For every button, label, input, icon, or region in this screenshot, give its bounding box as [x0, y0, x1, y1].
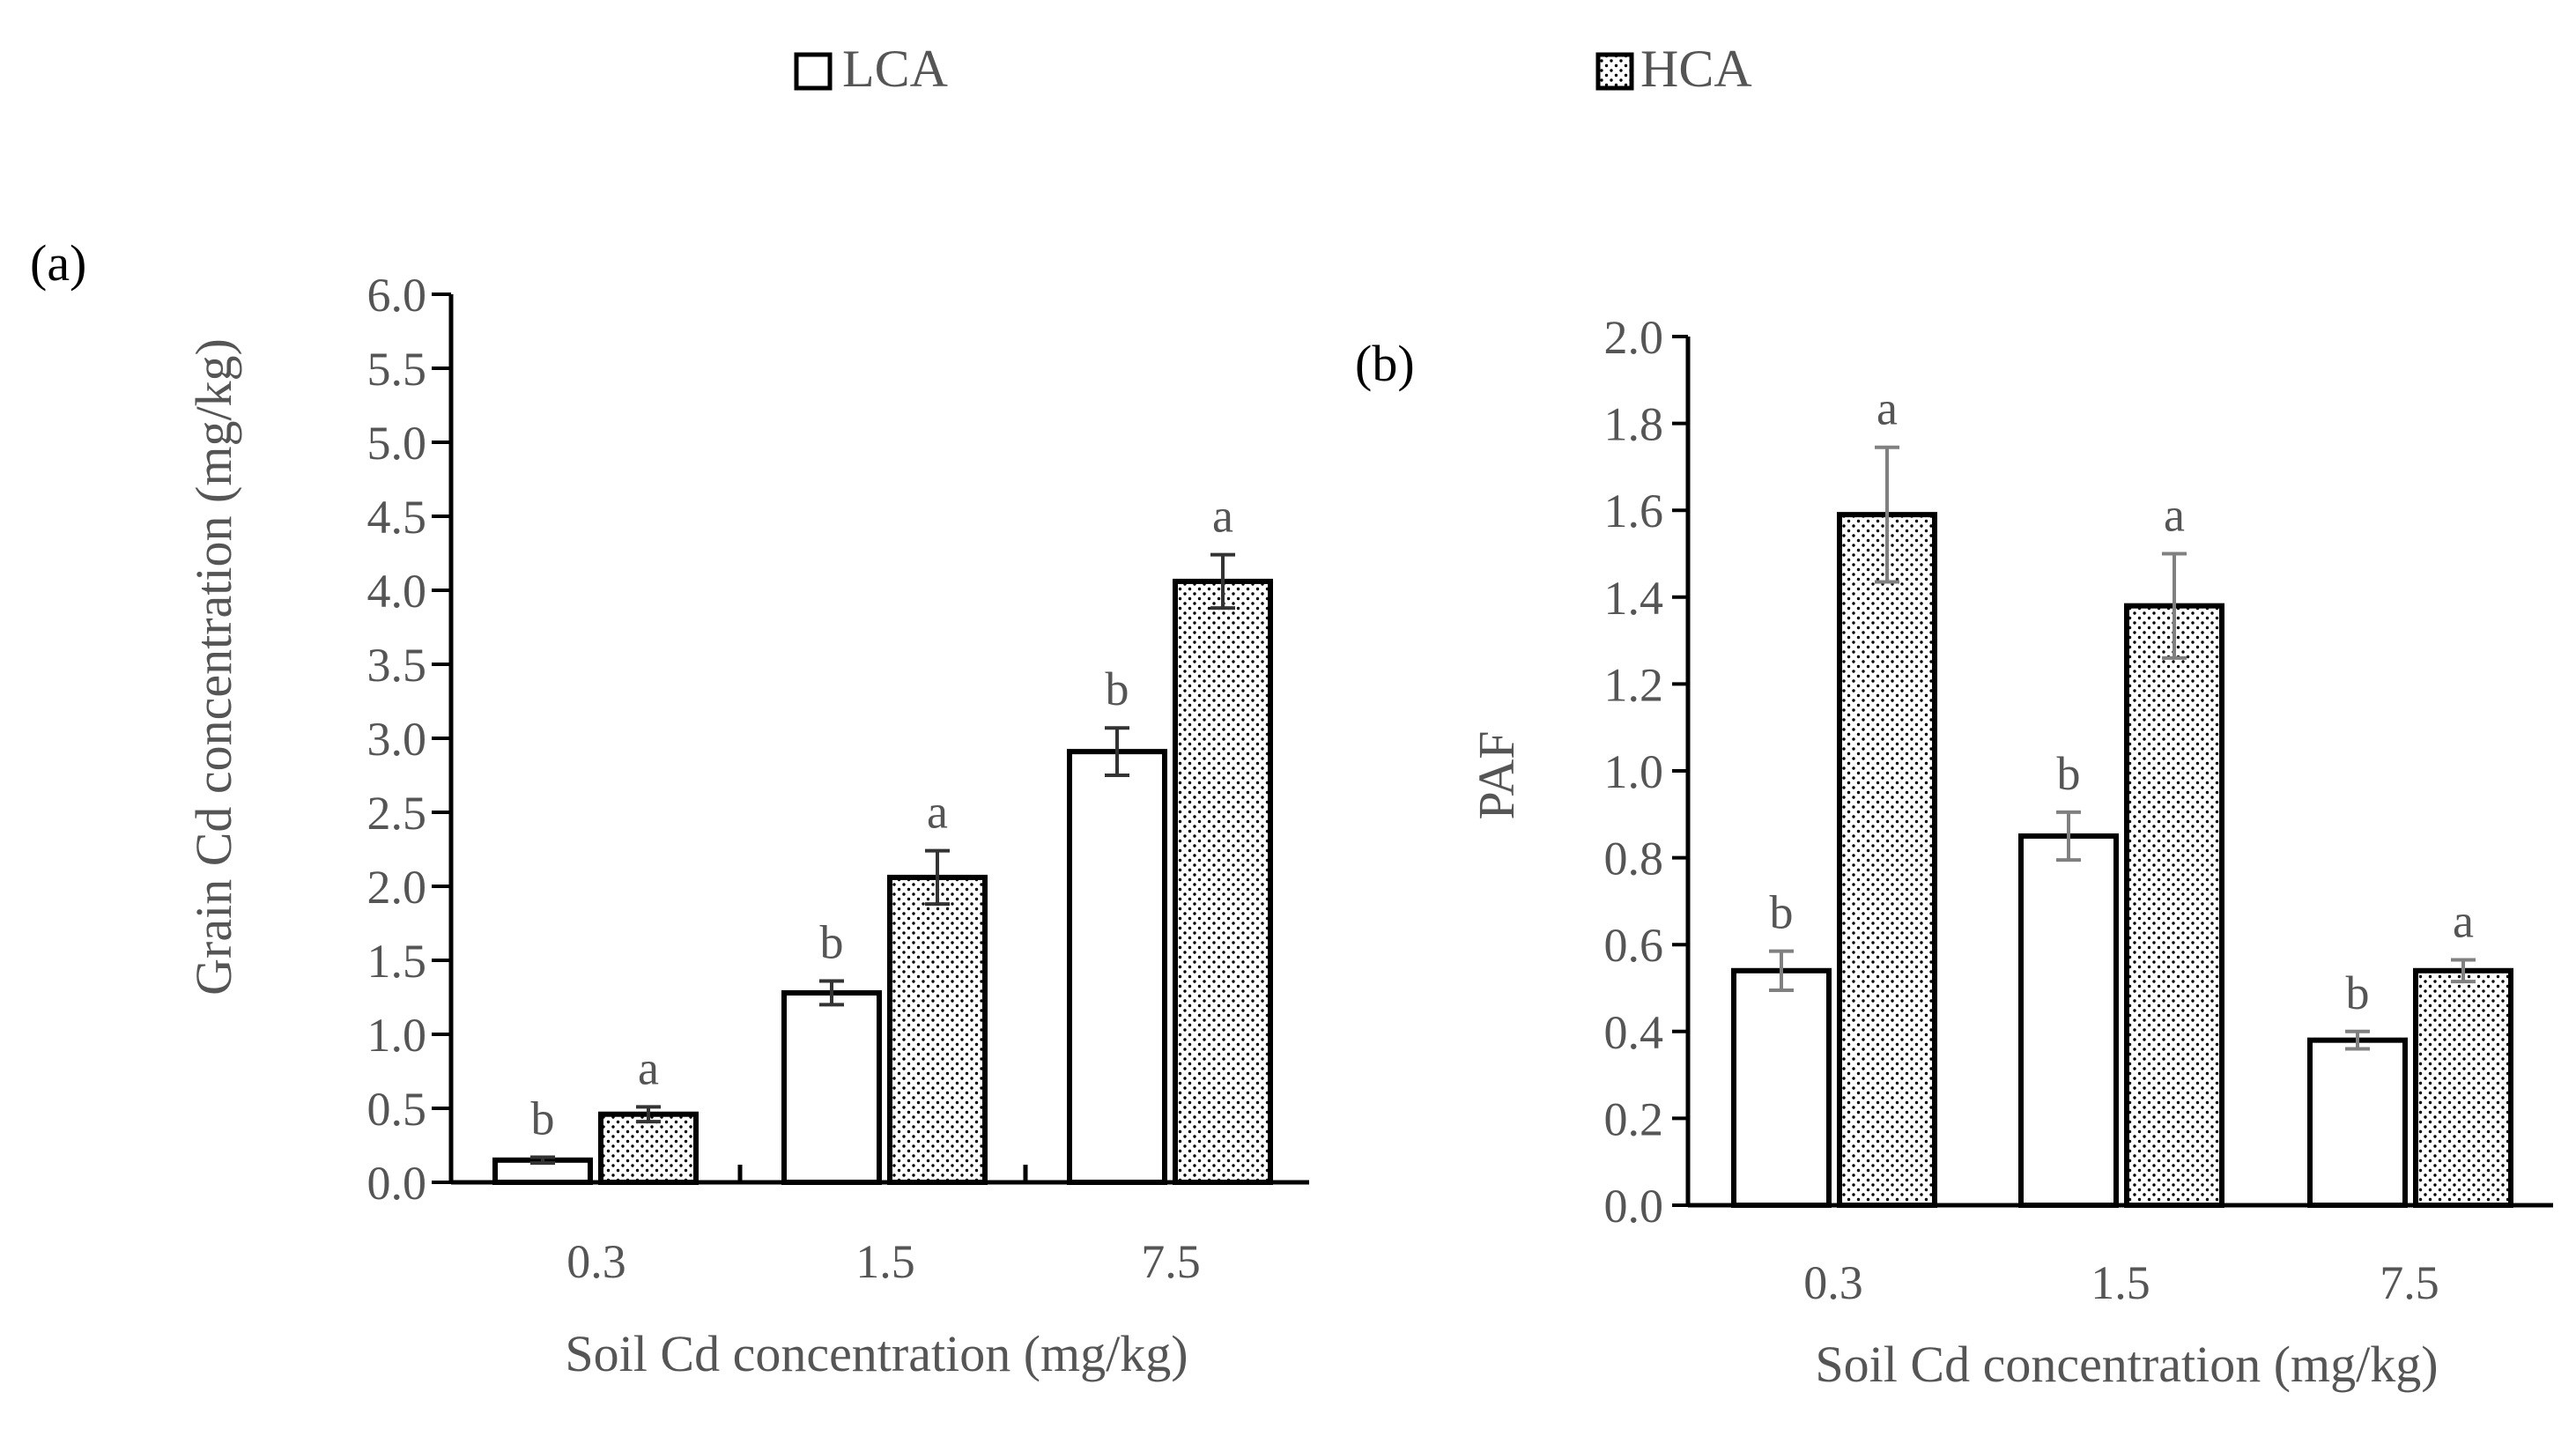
- panel-a: (a) Grain Cd concentration (mg/kg) Soil …: [30, 234, 1309, 1382]
- x-axis-title-a: Soil Cd concentration (mg/kg): [565, 1325, 1188, 1382]
- y-tick-label-a: 5.5: [367, 343, 427, 396]
- bar-lca-b: [2018, 833, 2119, 1208]
- y-tick-label-a: 4.5: [367, 491, 427, 544]
- y-tick-label-a: 1.0: [367, 1009, 427, 1062]
- y-tick-label-b: 1.6: [1604, 485, 1664, 537]
- axes-b: [1672, 335, 2553, 1208]
- legend: LCA HCA: [794, 40, 1752, 98]
- x-tick-label-b: 0.3: [1803, 1256, 1863, 1309]
- x-tick-labels-b: 0.3 1.5 7.5: [1803, 1256, 2439, 1309]
- legend-swatch-lca: [794, 52, 833, 91]
- significance-letter-a: a: [1212, 490, 1233, 543]
- y-tick-label-b: 0.6: [1604, 919, 1664, 972]
- bar-hca-a: [1173, 578, 1273, 1185]
- significance-letter-a: b: [1106, 663, 1129, 715]
- y-tick-label-b: 0.4: [1604, 1006, 1664, 1059]
- bar-hca-a: [887, 874, 988, 1185]
- y-tick-label-a: 5.0: [367, 417, 427, 470]
- x-axis-title-b: Soil Cd concentration (mg/kg): [1815, 1336, 2438, 1393]
- bar-lca-a: [781, 989, 882, 1185]
- legend-entry-hca: HCA: [1595, 40, 1752, 98]
- axes-a: [432, 292, 1309, 1185]
- y-tick-label-b: 1.8: [1604, 398, 1664, 451]
- y-tick-label-a: 0.0: [367, 1157, 427, 1210]
- y-axis-title-b: PAF: [1468, 730, 1525, 819]
- legend-label-hca: HCA: [1640, 40, 1752, 98]
- significance-letter-a: b: [531, 1092, 555, 1144]
- bar-hca-b: [1837, 512, 1937, 1208]
- x-tick-labels-a: 0.3 1.5 7.5: [566, 1235, 1201, 1288]
- y-tick-label-b: 1.0: [1604, 745, 1664, 798]
- bars-a: b b b a a a: [492, 490, 1273, 1186]
- y-tick-labels-b: 0.0 0.2 0.4 0.6 0.8 1.0 1.2 1.4 1.6 1.8 2.0: [1604, 311, 1664, 1233]
- y-tick-label-b: 1.2: [1604, 658, 1664, 711]
- y-tick-label-a: 2.5: [367, 787, 427, 840]
- bar-lca-b: [1731, 967, 1832, 1209]
- legend-label-lca: LCA: [842, 40, 948, 98]
- significance-letter-a: a: [638, 1041, 659, 1094]
- y-tick-label-a: 0.5: [367, 1083, 427, 1136]
- x-tick-label-a: 1.5: [855, 1235, 915, 1288]
- y-tick-label-a: 6.0: [367, 269, 427, 322]
- bar-lca-b: [2307, 1037, 2408, 1209]
- y-tick-label-b: 0.0: [1604, 1180, 1664, 1233]
- y-tick-labels-a: 0.0 0.5 1.0 1.5 2.0 2.5 3.0 3.5 4.0 4.5 5.0 5.5 6.0: [367, 269, 427, 1210]
- y-tick-label-a: 1.5: [367, 935, 427, 988]
- bar-lca-a: [1067, 749, 1167, 1185]
- significance-letter-b: a: [2164, 489, 2185, 542]
- x-tick-label-a: 7.5: [1141, 1235, 1201, 1288]
- panel-label-b: (b): [1355, 335, 1415, 392]
- y-tick-label-a: 3.0: [367, 713, 427, 766]
- legend-entry-lca: LCA: [794, 40, 948, 98]
- panel-b: (b) PAF Soil Cd concentration (mg/kg) 0.…: [1355, 311, 2553, 1393]
- significance-letter-b: a: [2453, 894, 2474, 947]
- y-tick-label-b: 1.4: [1604, 572, 1664, 625]
- significance-letter-a: b: [820, 916, 844, 969]
- y-tick-label-b: 2.0: [1604, 311, 1664, 364]
- bar-hca-b: [2124, 603, 2224, 1208]
- panel-label-a: (a): [30, 234, 86, 292]
- bars-b: b b b a a a: [1731, 382, 2513, 1209]
- x-tick-label-a: 0.3: [566, 1235, 626, 1288]
- significance-letter-b: b: [1770, 886, 1794, 939]
- x-tick-label-b: 7.5: [2380, 1256, 2439, 1309]
- significance-letter-b: b: [2057, 747, 2081, 800]
- y-tick-label-a: 2.0: [367, 861, 427, 914]
- significance-letter-b: b: [2346, 966, 2370, 1019]
- significance-letter-a: a: [927, 786, 948, 839]
- bar-hca-b: [2413, 967, 2513, 1209]
- y-axis-title-a: Grain Cd concentration (mg/kg): [185, 338, 242, 996]
- significance-letter-b: a: [1876, 382, 1898, 435]
- y-tick-label-b: 0.8: [1604, 833, 1664, 885]
- bar-hca-a: [598, 1111, 699, 1185]
- x-tick-label-b: 1.5: [2091, 1256, 2150, 1309]
- y-tick-label-a: 4.0: [367, 565, 427, 618]
- y-tick-label-b: 0.2: [1604, 1092, 1664, 1145]
- y-tick-label-a: 3.5: [367, 639, 427, 692]
- legend-swatch-hca: [1595, 52, 1634, 91]
